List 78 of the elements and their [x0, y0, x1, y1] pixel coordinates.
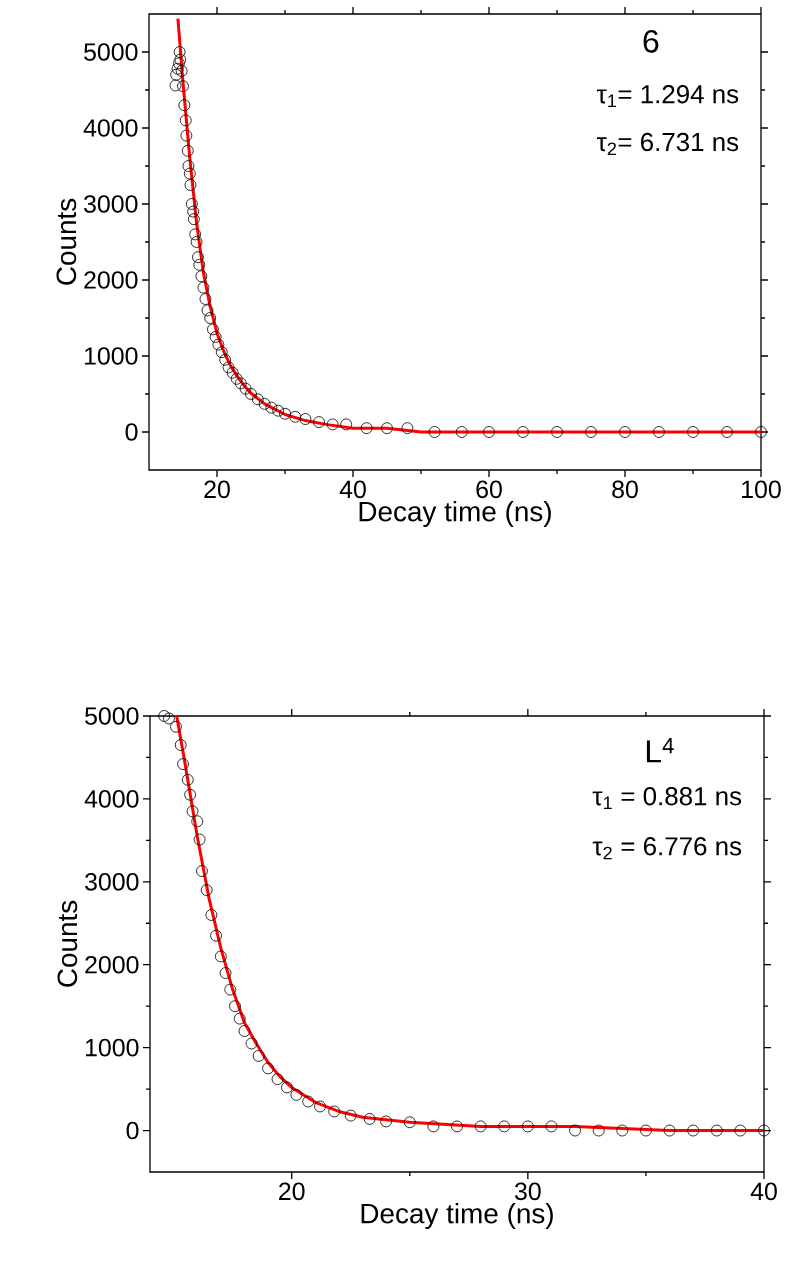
- x-tick-label: 100: [742, 480, 781, 499]
- annotation: L$^{4}$: [646, 738, 674, 763]
- annotation: τ$_{1}$ = 0.881 ns: [592, 787, 742, 810]
- annotation: 6: [643, 30, 659, 53]
- x-tick-label: 40: [339, 480, 366, 499]
- point: [210, 929, 223, 942]
- point: [181, 773, 194, 786]
- point: [219, 967, 232, 979]
- point: [521, 1120, 534, 1133]
- point: [193, 833, 206, 846]
- x-tick-label: 60: [476, 480, 502, 499]
- point: [174, 739, 187, 751]
- point: [328, 1105, 341, 1118]
- y-tick-label: 0: [126, 1121, 139, 1140]
- point: [363, 1113, 376, 1125]
- point: [314, 1100, 326, 1113]
- point: [281, 1081, 293, 1094]
- point: [233, 1012, 246, 1025]
- point: [224, 983, 237, 996]
- point: [302, 1095, 315, 1108]
- y-axis-title: Counts: [57, 900, 78, 987]
- x-tick-label: 30: [514, 1182, 541, 1201]
- point: [191, 815, 204, 828]
- point: [177, 758, 189, 770]
- point: [245, 1037, 258, 1050]
- point: [616, 1124, 629, 1137]
- y-tick-label: 3000: [85, 872, 139, 891]
- point: [344, 1109, 357, 1122]
- point: [498, 1120, 511, 1133]
- point: [252, 1050, 265, 1062]
- x-tick-label: 40: [750, 1182, 777, 1201]
- y-axis-title: Counts: [56, 198, 77, 285]
- point: [758, 1124, 770, 1137]
- y-tick-label: 5000: [85, 707, 139, 725]
- x-tick-label: 20: [279, 1182, 305, 1201]
- y-tick-label: 3000: [84, 195, 138, 213]
- y-tick-label: 0: [125, 423, 138, 441]
- point: [380, 1115, 393, 1128]
- point: [663, 1124, 676, 1137]
- point: [569, 1124, 581, 1137]
- point: [229, 1000, 241, 1013]
- point: [205, 909, 218, 921]
- y-tick-label: 2000: [84, 271, 138, 289]
- point: [592, 1124, 605, 1137]
- point: [640, 1124, 652, 1137]
- x-tick-label: 80: [612, 480, 638, 499]
- point: [271, 1073, 284, 1086]
- point: [200, 884, 213, 896]
- point: [186, 805, 199, 818]
- point: [710, 1124, 723, 1137]
- point: [290, 1088, 303, 1101]
- y-tick-label: 4000: [83, 119, 138, 137]
- point: [474, 1120, 487, 1133]
- y-tick-label: 1000: [84, 347, 138, 365]
- y-tick-label: 4000: [84, 790, 139, 808]
- x-axis-title: Decay time (ns): [361, 1203, 553, 1229]
- annotation: τ$_{1}$= 1.294 ns: [596, 85, 739, 108]
- point: [196, 865, 208, 877]
- point: [238, 1025, 251, 1037]
- x-tick-label: 20: [204, 480, 230, 499]
- point: [734, 1124, 747, 1137]
- point: [170, 720, 182, 733]
- point: [545, 1120, 558, 1133]
- point: [427, 1120, 440, 1133]
- y-tick-label: 5000: [84, 43, 138, 61]
- x-axis-title: Decay time (ns): [359, 500, 551, 527]
- point: [158, 710, 171, 722]
- point: [184, 788, 197, 801]
- point: [262, 1062, 274, 1075]
- annotation: τ$_{2}$ = 6.776 ns: [592, 837, 742, 860]
- point: [403, 1116, 416, 1129]
- point: [214, 950, 227, 963]
- y-tick-label: 2000: [85, 955, 139, 974]
- point: [162, 712, 175, 725]
- annotation: τ$_{2}$= 6.731 ns: [596, 132, 739, 156]
- y-tick-label: 1000: [85, 1038, 139, 1057]
- point: [687, 1124, 700, 1137]
- point: [451, 1120, 463, 1133]
